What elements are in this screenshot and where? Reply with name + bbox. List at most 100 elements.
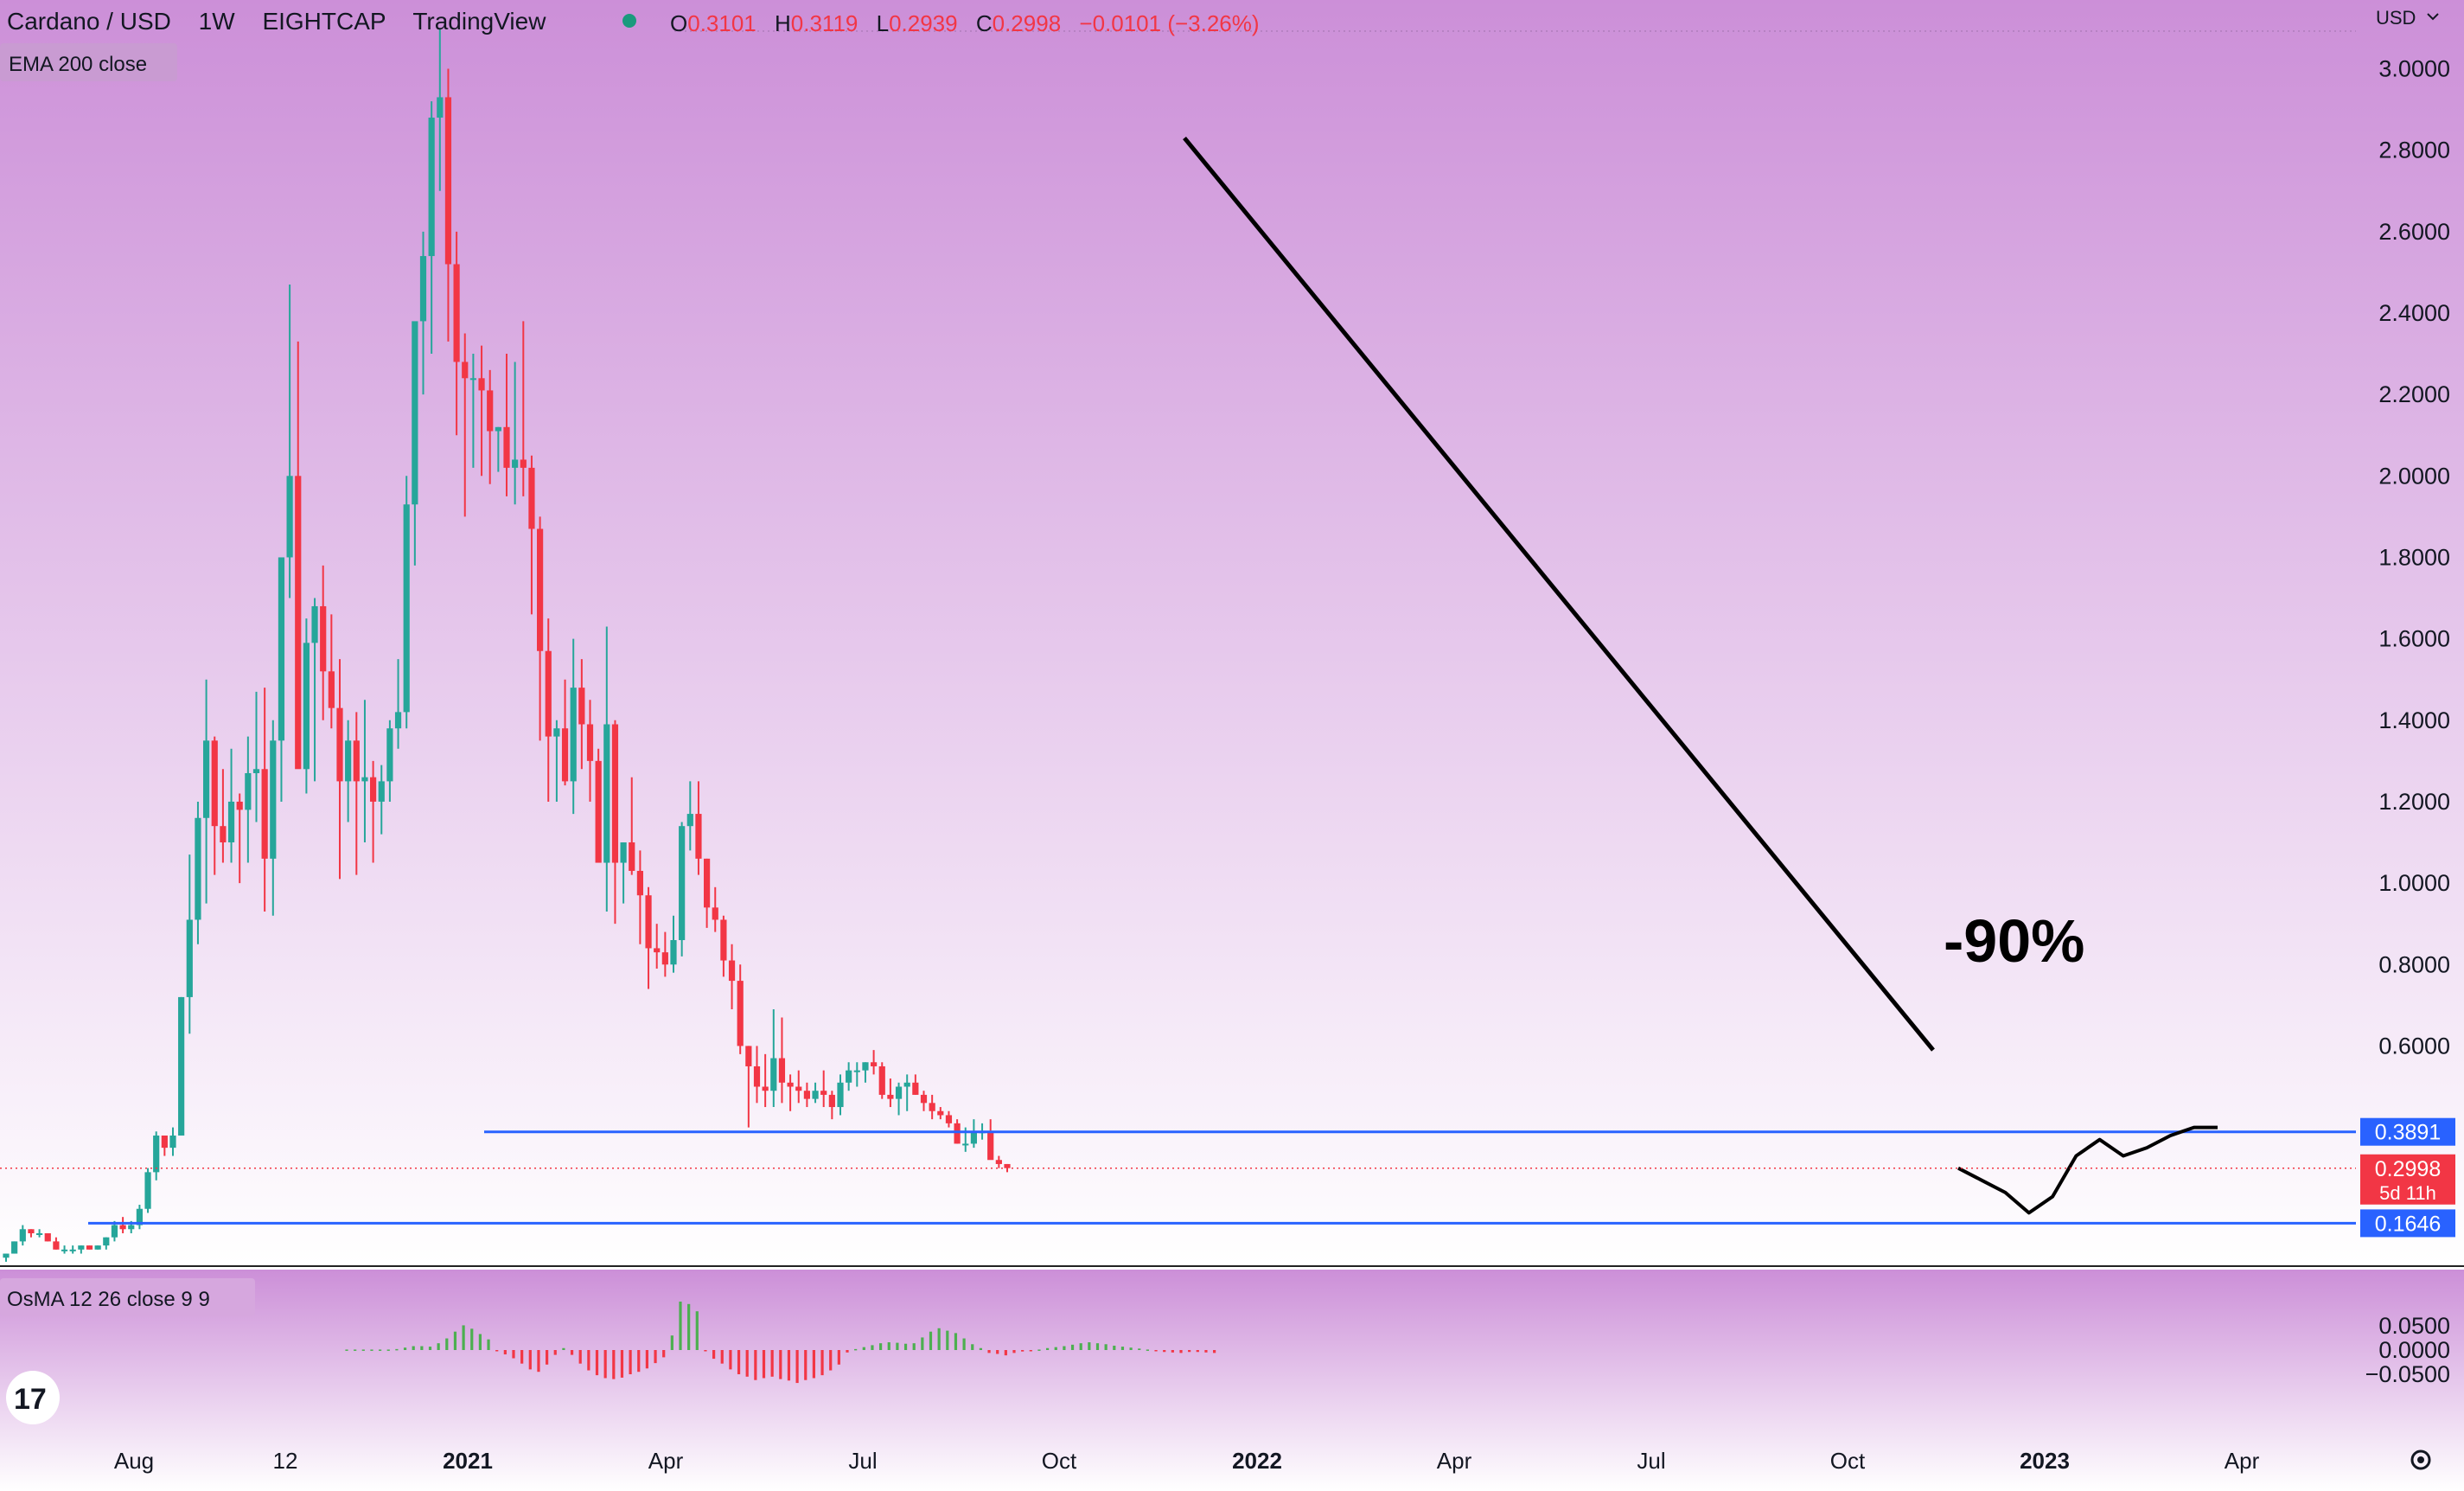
- candle-body[interactable]: [553, 728, 560, 737]
- candle-body[interactable]: [512, 459, 519, 468]
- candle-body[interactable]: [361, 777, 368, 782]
- candle-body[interactable]: [586, 724, 594, 761]
- candle-body[interactable]: [837, 1082, 844, 1108]
- candle-body[interactable]: [487, 390, 494, 432]
- candle-body[interactable]: [820, 1091, 827, 1095]
- market-status-dot-icon[interactable]: [622, 14, 636, 28]
- candle-body[interactable]: [878, 1065, 885, 1095]
- candle-body[interactable]: [611, 724, 619, 863]
- candle-body[interactable]: [920, 1094, 928, 1104]
- candle-body[interactable]: [295, 476, 302, 770]
- candle-body[interactable]: [78, 1245, 85, 1250]
- candle-body[interactable]: [695, 814, 702, 859]
- candle-body[interactable]: [745, 1046, 752, 1066]
- price-axis[interactable]: 3.0000 2.8000 2.6000 2.4000 2.2000 2.0000 1.80…: [2378, 56, 2450, 1059]
- candle-body[interactable]: [311, 605, 318, 643]
- candle-body[interactable]: [704, 858, 711, 908]
- candle-body[interactable]: [803, 1091, 810, 1099]
- candle-body[interactable]: [437, 97, 444, 118]
- candle-body[interactable]: [345, 740, 352, 782]
- osma-legend-box[interactable]: [0, 1278, 255, 1316]
- candle-body[interactable]: [119, 1225, 126, 1230]
- candle-body[interactable]: [11, 1241, 18, 1254]
- candle-body[interactable]: [503, 426, 510, 468]
- candle-body[interactable]: [945, 1115, 953, 1123]
- candle-body[interactable]: [828, 1094, 835, 1108]
- candle-body[interactable]: [61, 1249, 68, 1251]
- candle-body[interactable]: [203, 740, 210, 818]
- candle-body[interactable]: [570, 688, 577, 782]
- indicator-legend[interactable]: EMA 200 close: [9, 53, 147, 76]
- candle-body[interactable]: [895, 1086, 903, 1099]
- candle-body[interactable]: [545, 650, 552, 737]
- candle-body[interactable]: [270, 740, 277, 859]
- candle-body[interactable]: [795, 1086, 802, 1091]
- candle-body[interactable]: [353, 740, 360, 782]
- currency-selector[interactable]: USD: [2376, 7, 2416, 29]
- candle-body[interactable]: [403, 504, 410, 713]
- candle-body[interactable]: [670, 940, 677, 965]
- candle-body[interactable]: [846, 1070, 852, 1083]
- candle-body[interactable]: [53, 1241, 60, 1250]
- gear-icon[interactable]: [2410, 1449, 2431, 1470]
- candle-body[interactable]: [812, 1091, 819, 1099]
- candle-body[interactable]: [987, 1131, 994, 1161]
- candle-body[interactable]: [252, 769, 260, 773]
- candle-body[interactable]: [211, 740, 218, 827]
- candle-body[interactable]: [1004, 1163, 1011, 1168]
- candle-body[interactable]: [937, 1110, 944, 1116]
- candle-body[interactable]: [737, 981, 744, 1046]
- candle-body[interactable]: [278, 557, 285, 741]
- candle-body[interactable]: [686, 814, 693, 827]
- candle-body[interactable]: [94, 1245, 101, 1250]
- drop-annotation[interactable]: -90%: [1944, 907, 2084, 975]
- candle-body[interactable]: [286, 476, 293, 558]
- candle-body[interactable]: [753, 1065, 761, 1087]
- candle-body[interactable]: [136, 1208, 143, 1225]
- candle-body[interactable]: [520, 459, 527, 468]
- candle-body[interactable]: [912, 1082, 919, 1095]
- candle-body[interactable]: [712, 907, 718, 920]
- candle-body[interactable]: [128, 1225, 135, 1230]
- candle-body[interactable]: [386, 728, 393, 782]
- candle-body[interactable]: [679, 826, 686, 941]
- candle-body[interactable]: [862, 1062, 869, 1071]
- candle-body[interactable]: [469, 378, 476, 381]
- candle-body[interactable]: [728, 960, 736, 982]
- candle-body[interactable]: [444, 97, 452, 265]
- candle-body[interactable]: [645, 895, 652, 949]
- candle-body[interactable]: [28, 1229, 35, 1233]
- candle-body[interactable]: [478, 378, 485, 391]
- candle-body[interactable]: [419, 256, 427, 322]
- candle-body[interactable]: [887, 1094, 894, 1099]
- tradingview-logo-icon[interactable]: 17: [6, 1371, 60, 1424]
- candle-body[interactable]: [245, 772, 252, 810]
- candle-body[interactable]: [378, 781, 385, 802]
- candle-body[interactable]: [962, 1143, 969, 1146]
- candle-body[interactable]: [970, 1131, 977, 1144]
- candle-body[interactable]: [871, 1062, 878, 1066]
- candle-body[interactable]: [103, 1237, 110, 1246]
- candle-body[interactable]: [36, 1232, 43, 1235]
- chart-legend[interactable]: Cardano / USD 1W EIGHTCAP TradingView: [7, 8, 546, 35]
- chevron-down-icon[interactable]: [2427, 13, 2439, 21]
- candle-body[interactable]: [462, 362, 469, 379]
- indicator-legend-box[interactable]: [0, 43, 177, 81]
- candle-body[interactable]: [236, 801, 243, 810]
- candle-body[interactable]: [853, 1070, 860, 1072]
- candle-body[interactable]: [144, 1172, 151, 1209]
- candle-body[interactable]: [3, 1253, 10, 1258]
- candle-body[interactable]: [370, 777, 377, 802]
- interval-label[interactable]: 1W: [199, 8, 236, 35]
- candle-body[interactable]: [320, 605, 327, 672]
- candle-body[interactable]: [770, 1058, 777, 1091]
- candle-body[interactable]: [787, 1082, 794, 1087]
- candle-body[interactable]: [495, 426, 501, 432]
- candle-body[interactable]: [86, 1245, 93, 1250]
- candle-body[interactable]: [720, 919, 727, 961]
- candle-body[interactable]: [412, 321, 418, 505]
- candle-body[interactable]: [453, 264, 460, 362]
- candle-body[interactable]: [178, 996, 185, 1136]
